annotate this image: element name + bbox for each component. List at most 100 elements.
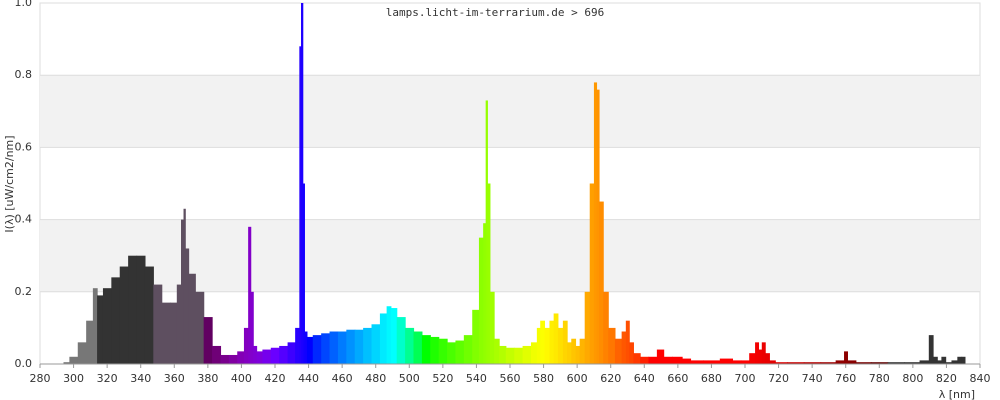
x-tick-label: 540 [466,372,487,385]
spectrum-bar [279,345,289,364]
spectrum-bar [544,327,551,364]
spectrum-bar [144,266,154,364]
y-tick-label: 0.6 [15,140,33,153]
spectrum-bar [769,360,776,364]
spectrum-bar [421,335,431,364]
spectrum-bar [596,89,600,364]
x-axis-label: λ [nm] [939,388,975,400]
spectrum-bar [302,183,305,364]
spectrum-bar [161,302,171,364]
x-tick-label: 420 [265,372,286,385]
spectrum-bar [625,320,630,364]
spectrum-bar [287,342,296,364]
spectrum-bar [472,309,480,364]
spectrum-bar [765,353,770,364]
spectrum-bar [321,333,331,364]
spectrum-bar [904,362,921,364]
spectrum-bar [153,284,163,364]
spectrum-bar [951,360,958,364]
spectrum-bar [228,354,238,364]
spectrum-bar [363,327,373,364]
spectrum-bar [295,327,300,364]
spectrum-bar [489,291,495,364]
spectrum-bar [312,335,322,364]
spectrum-bar [97,295,104,364]
x-tick-label: 780 [869,372,890,385]
spectrum-bar [253,345,258,364]
x-tick-label: 460 [332,372,353,385]
spectrum-bar [203,317,213,364]
spectrum-bar [371,324,381,364]
spectrum-bar [170,302,178,364]
spectrum-bar [301,3,304,364]
x-tick-label: 320 [97,372,118,385]
spectrum-bar [598,201,604,364]
spectrum-bar [413,331,423,364]
spectrum-bar [329,331,339,364]
spectrum-bar [262,349,272,364]
grid-band [40,75,980,148]
spectrum-bar [386,306,392,364]
spectrum-bar [463,335,473,364]
spectrum-bar [304,331,308,364]
spectrum-bar [494,338,500,364]
y-tick-label: 1.0 [15,0,33,9]
x-tick-label: 400 [231,372,252,385]
axes: 0.0 0.2 0.4 0.6 0.8 1.0 280 300 320 340 360 380 400 4… [15,0,991,385]
spectrum-bar [690,360,704,364]
spectrum-bar [438,338,448,364]
spectrum-bar [188,273,196,364]
spectrum-bar [567,342,572,364]
spectrum-bar [63,362,70,364]
spectrum-bar [250,291,254,364]
x-tick-label: 620 [600,372,621,385]
spectrum-bar [755,342,760,364]
spectrum-bar [111,277,121,364]
spectrum-bar [455,340,465,364]
spectrum-bar [937,360,942,364]
spectrum-bar [648,356,658,364]
spectrum-bar [185,248,190,364]
x-tick-label: 740 [802,372,823,385]
spectrum-bar [522,345,532,364]
spectrum-bar [758,349,763,364]
x-tick-label: 480 [365,372,386,385]
spectrum-bar [682,358,692,364]
x-tick-label: 720 [768,372,789,385]
spectrum-bar [835,360,845,364]
x-tick-label: 280 [30,372,51,385]
chart-title: lamps.licht-im-terrarium.de > 696 [386,6,605,19]
spectrum-bar [575,345,581,364]
spectrum-bar [176,284,182,364]
spectrum-bar [299,46,302,364]
spectrum-bar [485,100,488,364]
spectrum-bar [549,320,555,364]
x-tick-label: 680 [701,372,722,385]
x-tick-label: 840 [970,372,991,385]
spectrum-bar [584,291,591,364]
x-tick-label: 340 [130,372,151,385]
y-tick-label: 0.2 [15,285,33,298]
spectrum-bar [540,320,546,364]
spectrum-bar [579,338,586,364]
spectrum-bar [86,320,94,364]
x-tick-label: 600 [567,372,588,385]
spectrum-bar [945,362,953,364]
spectrum-bar [92,288,98,364]
spectrum-bar [562,320,568,364]
spectrum-bar [629,342,634,364]
spectrum-bar [603,291,609,364]
spectrum-bar [671,356,683,364]
spectrum-bar [633,353,641,364]
y-tick-label: 0.4 [15,213,33,226]
spectrum-bar [181,219,185,364]
x-tick-label: 300 [63,372,84,385]
spectrum-bar [390,308,398,364]
spectrum-bar [530,342,538,364]
spectrum-bar [803,362,822,364]
x-tick-label: 380 [197,372,218,385]
spectrum-bar [119,266,129,364]
x-tick-label: 660 [667,372,688,385]
spectrum-bar [870,362,889,364]
